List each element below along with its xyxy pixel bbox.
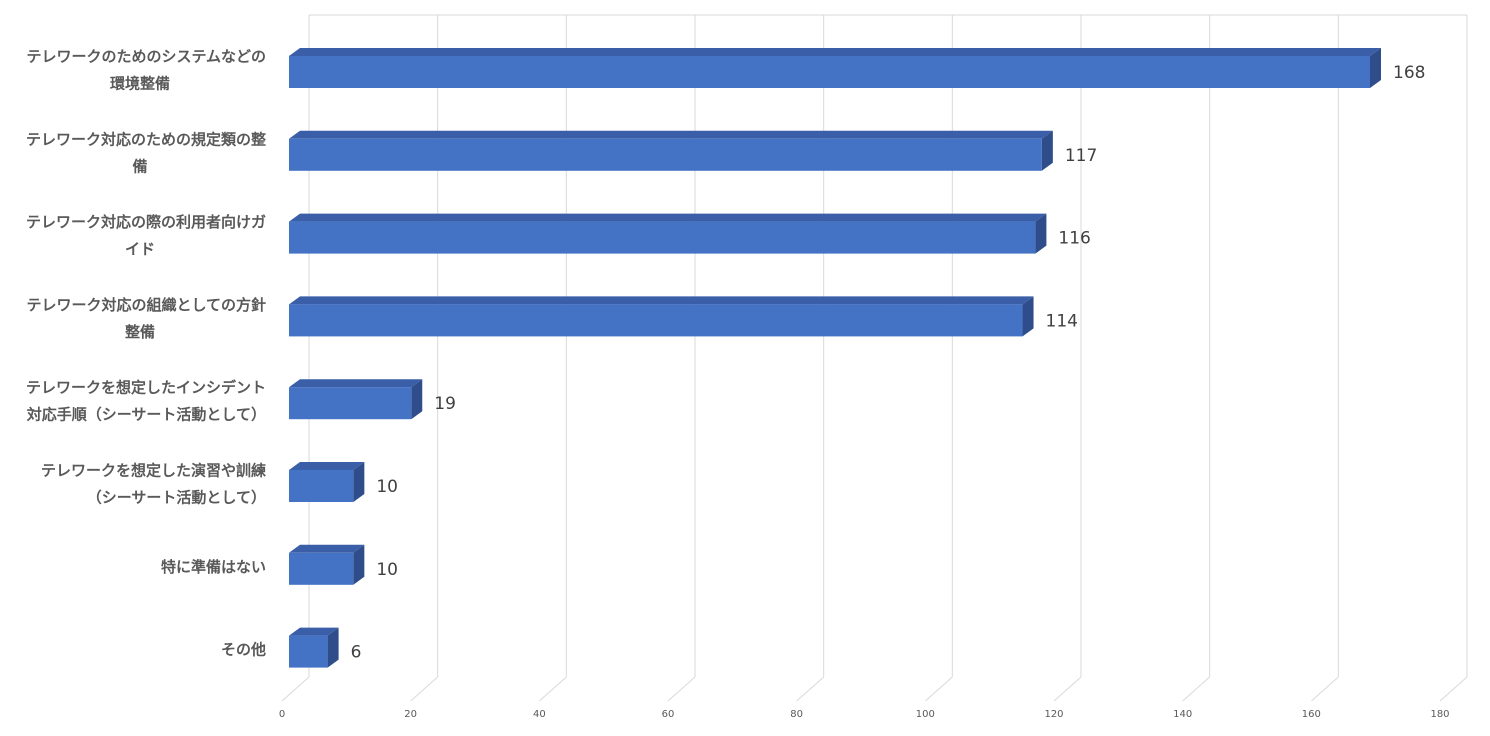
data-label: 116 [1058,229,1090,249]
bar-top-face [289,544,365,553]
gridline-floor [925,676,953,702]
bar [289,304,1023,337]
gridline-floor [410,676,438,702]
category-label: （シーサート活動として） [87,489,266,507]
category-label: テレワーク対応のための規定類の整 [26,130,266,148]
gridline-floor [281,676,310,702]
bar-side-face [1022,296,1034,337]
category-label: テレワークのためのシステムなどの [26,48,266,66]
category-label: その他 [221,641,266,659]
bar-side-face [1370,48,1381,88]
category-label: テレワーク対応の際の利用者向けガ [26,213,266,231]
category-label: 整備 [125,323,155,341]
data-label: 10 [376,560,398,580]
category-label: イド [125,240,155,258]
x-tick-label: 0 [279,709,285,720]
data-label: 168 [1393,63,1425,83]
gridline-floor [1439,676,1468,702]
category-label: テレワーク対応の組織としての方針 [26,296,266,314]
category-label: 環境整備 [110,75,170,93]
x-tick-label: 180 [1430,709,1449,720]
category-label: 備 [132,157,147,175]
bar-top-face [289,627,339,636]
gridline-floor [1053,676,1082,702]
category-label: 特に準備はない [161,558,266,576]
gridline-floor [796,676,824,702]
data-label: 114 [1046,311,1078,331]
category-label: 対応手順（シーサート活動として） [26,406,266,424]
bar [289,387,412,420]
bar-side-face [411,379,423,420]
x-tick-label: 160 [1302,709,1321,720]
bar [289,470,354,502]
x-tick-label: 100 [916,709,935,720]
gridline-floor [1311,676,1339,702]
bar [289,56,1370,88]
bar-top-face [289,462,365,470]
x-tick-label: 20 [404,709,417,720]
gridline-floor [1182,676,1210,702]
category-label: テレワークを想定した演習や訓練 [41,462,266,480]
x-tick-label: 60 [662,709,675,720]
gridline-floor [539,676,567,702]
bar [289,138,1042,171]
bar-side-face [353,462,365,502]
bar [289,221,1036,254]
bar-side-face [1041,130,1053,171]
x-tick-label: 140 [1173,709,1192,720]
data-label: 19 [434,394,456,414]
x-tick-label: 120 [1044,709,1063,720]
bar [289,635,328,668]
bar-top-face [289,379,423,388]
gridline-floor [667,676,696,702]
x-tick-label: 80 [790,709,803,720]
category-label: テレワークを想定したインシデント [26,379,266,397]
bar-top-face [289,213,1047,222]
data-label: 6 [351,643,362,663]
bar-top-face [289,130,1053,139]
x-tick-label: 40 [533,709,546,720]
bar-side-face [353,544,365,585]
bar-top-face [289,48,1381,56]
bar-side-face [327,627,339,668]
data-label: 10 [376,477,398,497]
bar-side-face [1035,213,1047,254]
bar [289,552,354,585]
bar-top-face [289,296,1034,305]
data-label: 117 [1065,146,1097,166]
